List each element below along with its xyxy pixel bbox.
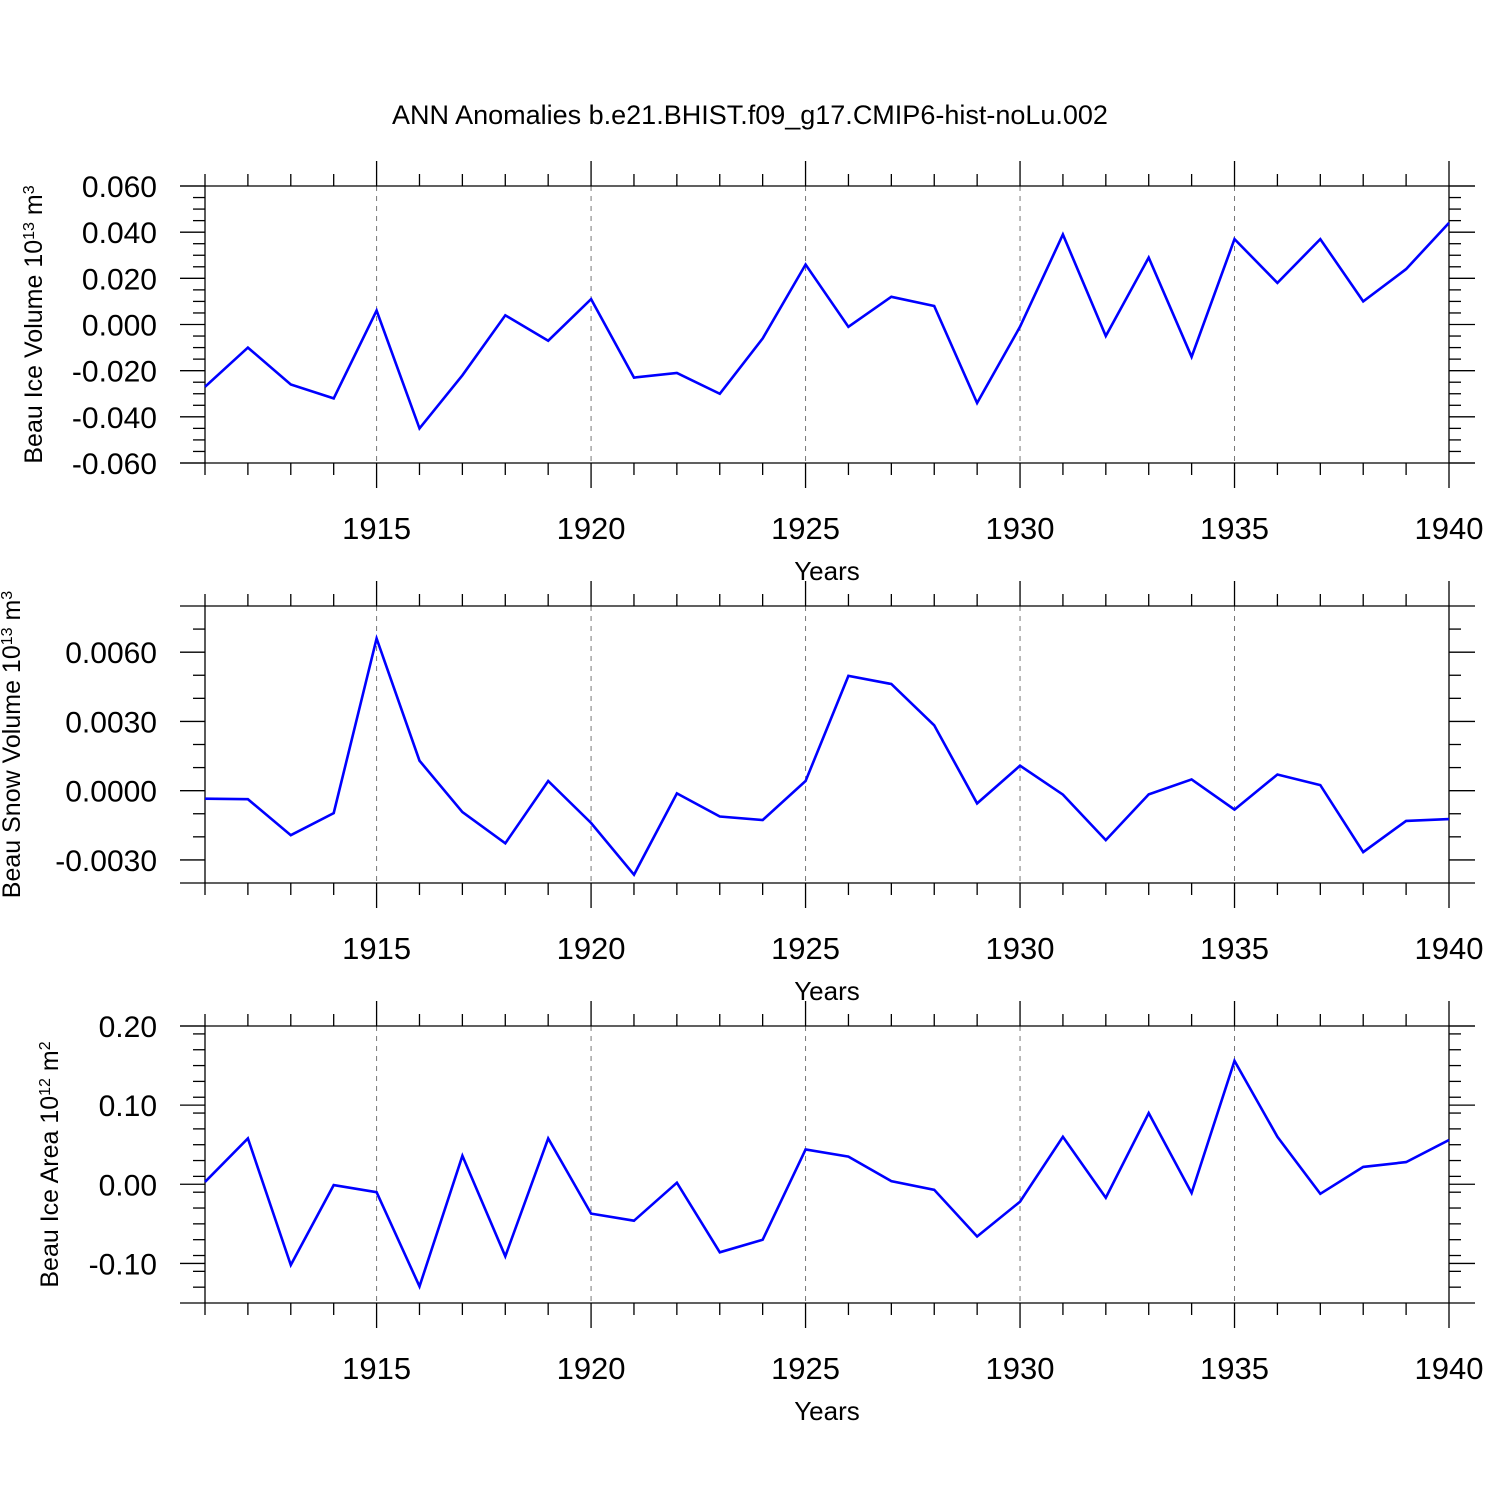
- panels: 1915 1920 1925 1930 1935 1940 -0.060 -0.040 -0.0…: [0, 161, 1483, 1426]
- y-tick-label: 0.020: [82, 263, 157, 296]
- y-axis-label-part: Beau Ice Volume 10: [20, 240, 48, 464]
- x-tick-label: 1915: [342, 511, 411, 546]
- y-tick-label: 0.000: [82, 310, 157, 343]
- panel-1: 1915 1920 1925 1930 1935 1940 -0.060 -0.040 -0.0…: [20, 161, 1483, 586]
- y-axis-label-exponent: 2: [37, 1041, 54, 1050]
- x-tick-label: 1940: [1415, 931, 1484, 966]
- y-tick-label: -0.040: [72, 402, 157, 435]
- panel-3: 1915 1920 1925 1930 1935 1940 -0.10 0.00 0.10 0.2…: [36, 1001, 1483, 1426]
- y-axis-label: Beau Ice Volume 1013 m3: [20, 185, 48, 463]
- x-tick-label: 1920: [557, 511, 626, 546]
- x-tick-label: 1935: [1200, 931, 1269, 966]
- y-tick-label: 0.0000: [65, 776, 157, 809]
- y-tick-label: 0.20: [99, 1011, 157, 1044]
- x-axis-label: Years: [794, 1396, 860, 1426]
- x-tick-label: 1940: [1415, 1351, 1484, 1386]
- y-axis-label-exponent: 3: [21, 185, 38, 194]
- y-axis-label-exponent: 3: [0, 591, 16, 600]
- y-axis-label: Beau Ice Area 1012 m2: [36, 1041, 64, 1287]
- x-tick-label: 1925: [771, 931, 840, 966]
- y-axis-label-part: m: [36, 1050, 64, 1078]
- x-tick-label: 1915: [342, 1351, 411, 1386]
- x-tick-label: 1930: [986, 1351, 1055, 1386]
- x-tick-label: 1915: [342, 931, 411, 966]
- chart-title: ANN Anomalies b.e21.BHIST.f09_g17.CMIP6-…: [392, 100, 1108, 130]
- y-axis-label-part: m: [0, 600, 26, 628]
- y-tick-label: -0.0030: [55, 845, 157, 878]
- x-axis-label: Years: [794, 976, 860, 1006]
- y-axis-label-part: m: [20, 194, 48, 222]
- x-axis-label: Years: [794, 556, 860, 586]
- x-tick-label: 1920: [557, 1351, 626, 1386]
- x-tick-label: 1930: [986, 931, 1055, 966]
- y-axis-label-exponent: 12: [37, 1078, 54, 1096]
- y-axis-label: Beau Snow Volume 1013 m3: [0, 591, 26, 899]
- y-tick-label: 0.0060: [65, 637, 157, 670]
- y-tick-label: 0.040: [82, 217, 157, 250]
- y-tick-label: 0.060: [82, 171, 157, 204]
- y-axis-label-part: Beau Snow Volume 10: [0, 645, 26, 898]
- panel-2: 1915 1920 1925 1930 1935 1940 -0.0030 0.0000 0.0…: [0, 581, 1483, 1006]
- series-line: [204, 222, 1450, 432]
- x-tick-label: 1935: [1200, 511, 1269, 546]
- y-tick-label: 0.10: [99, 1090, 157, 1123]
- y-tick-label: -0.020: [72, 356, 157, 389]
- y-axis-label-exponent: 13: [21, 222, 38, 240]
- y-tick-label: -0.10: [89, 1248, 157, 1281]
- y-tick-label: 0.00: [99, 1169, 157, 1202]
- series-line: [204, 633, 1450, 878]
- x-tick-label: 1930: [986, 511, 1055, 546]
- y-axis-label-part: Beau Ice Area 10: [36, 1096, 64, 1288]
- x-tick-label: 1935: [1200, 1351, 1269, 1386]
- x-tick-label: 1940: [1415, 511, 1484, 546]
- y-tick-label: -0.060: [72, 448, 157, 481]
- x-tick-label: 1920: [557, 931, 626, 966]
- x-tick-label: 1925: [771, 511, 840, 546]
- series-line: [204, 1057, 1450, 1290]
- x-tick-label: 1925: [771, 1351, 840, 1386]
- y-tick-label: 0.0030: [65, 706, 157, 739]
- y-axis-label-exponent: 13: [0, 627, 16, 645]
